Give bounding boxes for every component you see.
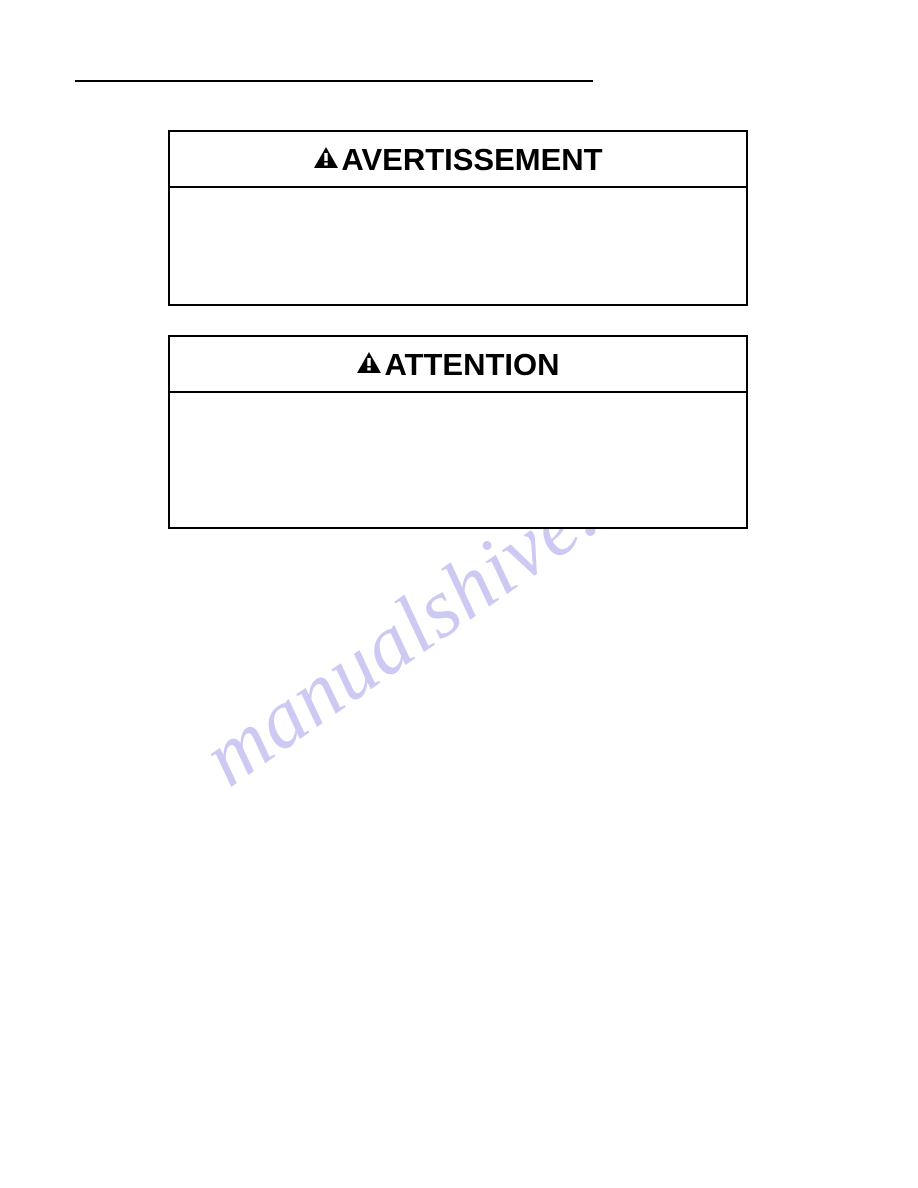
warning-box-title: AVERTISSEMENT [341, 142, 602, 178]
warning-box-body [170, 393, 746, 527]
warning-box-avertissement: AVERTISSEMENT [168, 130, 748, 306]
horizontal-rule [75, 80, 593, 82]
warning-box-title: ATTENTION [384, 347, 559, 383]
warning-icon [356, 351, 382, 380]
warning-box-attention: ATTENTION [168, 335, 748, 529]
warning-box-header: ATTENTION [170, 337, 746, 393]
warning-icon [313, 146, 339, 175]
warning-box-body [170, 188, 746, 304]
warning-box-header: AVERTISSEMENT [170, 132, 746, 188]
